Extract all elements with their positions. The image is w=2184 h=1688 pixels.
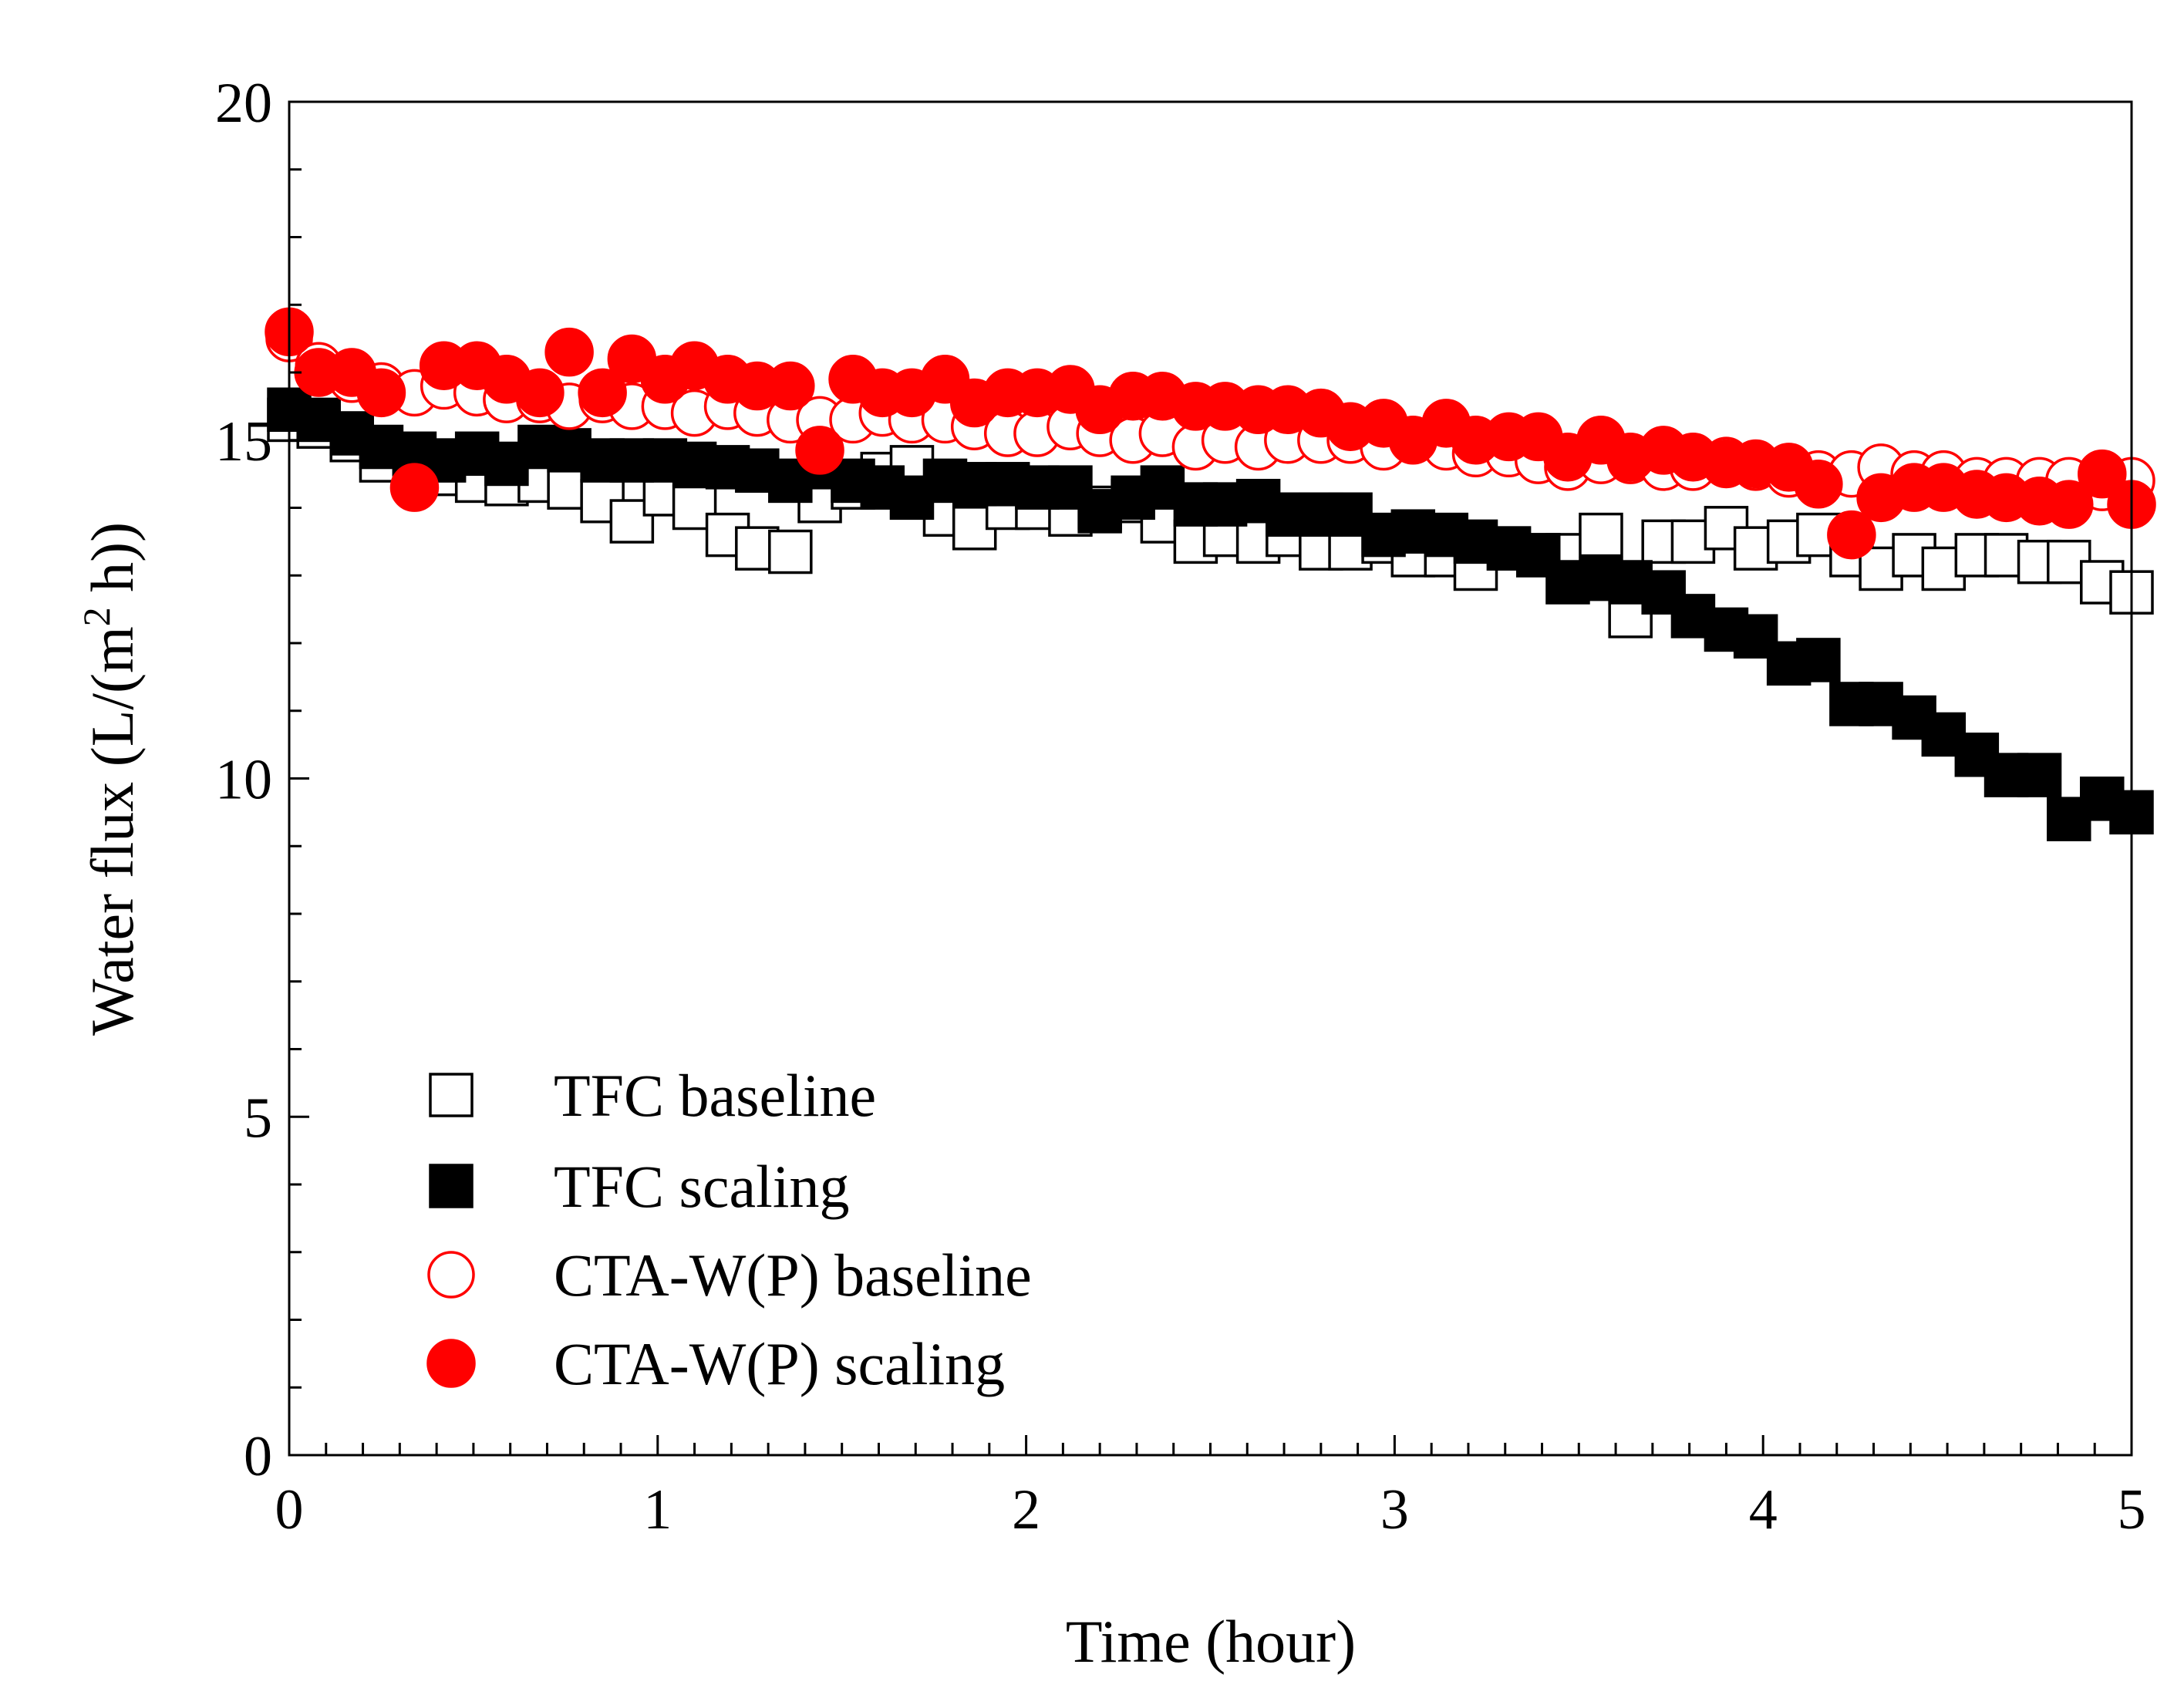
legend-label: TFC baseline bbox=[554, 1062, 876, 1129]
data-point bbox=[2044, 480, 2094, 529]
x-tick-label: 3 bbox=[1380, 1478, 1409, 1541]
x-tick-label: 1 bbox=[643, 1478, 672, 1541]
data-point bbox=[389, 463, 440, 512]
data-marks bbox=[265, 307, 2156, 841]
data-point bbox=[1794, 460, 1843, 509]
x-tick-label: 4 bbox=[1749, 1478, 1778, 1541]
x-tick-label: 0 bbox=[275, 1478, 304, 1541]
legend-label: TFC scaling bbox=[554, 1153, 850, 1220]
legend-marker bbox=[429, 1073, 474, 1117]
x-tick-label: 2 bbox=[1012, 1478, 1040, 1541]
legend-marker bbox=[426, 1339, 476, 1388]
y-axis-label-tail: h)) bbox=[79, 522, 146, 607]
data-point bbox=[795, 426, 844, 475]
data-point bbox=[356, 368, 406, 418]
y-tick-label: 20 bbox=[215, 72, 272, 135]
data-point bbox=[768, 529, 813, 574]
data-point bbox=[1796, 638, 1841, 682]
legend-marker bbox=[427, 1251, 475, 1299]
y-tick-label: 15 bbox=[215, 410, 272, 473]
axis-ticks: 0 1 2 3 4 5 0 5 10 15 20 bbox=[215, 72, 2146, 1541]
legend-marker bbox=[429, 1164, 474, 1208]
series-cta-w-p-scaling bbox=[265, 307, 2156, 560]
y-axis-label-sup: 2 bbox=[75, 607, 118, 626]
data-point bbox=[1048, 465, 1093, 510]
data-point bbox=[2017, 753, 2062, 797]
x-tick-label: 5 bbox=[2118, 1478, 2146, 1541]
data-point bbox=[2078, 449, 2127, 499]
data-point bbox=[1579, 512, 1623, 558]
y-tick-label: 10 bbox=[215, 749, 272, 812]
y-tick-label: 0 bbox=[244, 1425, 272, 1488]
data-point bbox=[544, 327, 594, 377]
y-tick-label: 5 bbox=[244, 1087, 272, 1150]
data-point bbox=[578, 368, 627, 418]
series-tfc-scaling bbox=[267, 387, 2154, 841]
y-axis-label-main: Water flux (L/(m bbox=[79, 626, 146, 1036]
data-point bbox=[766, 361, 815, 411]
data-point bbox=[515, 368, 565, 418]
data-point bbox=[1827, 510, 1876, 560]
y-axis-label: Water flux (L/(m2 h)) bbox=[75, 522, 146, 1036]
legend-label: CTA-W(P) scaling bbox=[554, 1330, 1005, 1397]
legend: TFC baseline TFC scaling CTA-W(P) baseline… bbox=[426, 1062, 1032, 1397]
x-axis-label: Time (hour) bbox=[1066, 1608, 1356, 1675]
legend-label: CTA-W(P) baseline bbox=[554, 1242, 1032, 1309]
